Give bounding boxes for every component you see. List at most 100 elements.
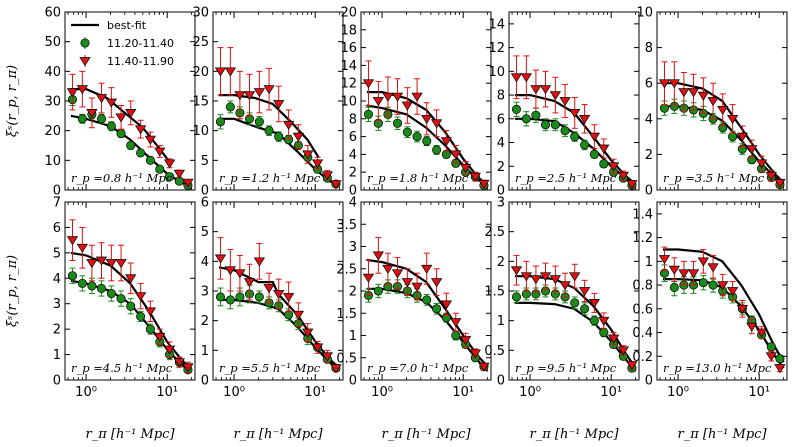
red-point bbox=[687, 269, 700, 279]
x-axis-label: r_π [h⁻¹ Mpc] bbox=[381, 427, 471, 442]
green-point bbox=[67, 271, 78, 281]
green-point bbox=[560, 126, 570, 136]
red-point bbox=[774, 179, 786, 189]
red-point bbox=[755, 159, 768, 169]
y-tick-label: 0.2 bbox=[632, 350, 653, 365]
y-tick-label: 2 bbox=[497, 255, 505, 270]
panel-8: 0 0.5 1 1.5 2 2.5 3 3.5 4 10⁰ 10¹ r_π [h⁻¹ Mpc] r_p … bbox=[336, 196, 492, 442]
x-tick-label: 10¹ bbox=[600, 385, 622, 400]
green-point bbox=[106, 288, 116, 299]
red-point bbox=[401, 101, 413, 111]
red-point bbox=[421, 264, 433, 274]
green-point bbox=[540, 120, 551, 130]
green-point bbox=[116, 129, 126, 139]
green-point bbox=[274, 132, 284, 142]
x-tick-label: 10⁰ bbox=[519, 385, 541, 400]
panel-frame bbox=[656, 201, 788, 381]
green-point bbox=[775, 354, 785, 364]
red-point bbox=[372, 97, 384, 107]
y-tick-label: 2.5 bbox=[336, 262, 357, 277]
y-tick-label: 10 bbox=[488, 65, 505, 80]
green-point bbox=[77, 114, 87, 124]
panel-3: 0 2 4 6 8 10 12 14 16 18 20 r_p =1.8 h⁻¹ Mpc bbox=[340, 6, 492, 199]
red-point bbox=[125, 274, 137, 284]
legend-label: 11.40-11.90 bbox=[107, 55, 174, 68]
red-point bbox=[224, 67, 236, 77]
red-point bbox=[559, 281, 571, 291]
red-point bbox=[154, 147, 166, 157]
panel-4: 0 2 4 6 8 10 12 14 r_p =2.5 h⁻¹ Mpc bbox=[488, 11, 640, 199]
red-point bbox=[569, 109, 581, 119]
y-tick-label: 3.5 bbox=[336, 218, 357, 233]
red-point bbox=[668, 265, 680, 275]
legend-label: best-fit bbox=[107, 19, 147, 32]
red-point bbox=[144, 307, 156, 317]
plot-area bbox=[66, 219, 194, 375]
legend-label: 11.20-11.40 bbox=[107, 37, 174, 50]
red-point bbox=[401, 278, 413, 288]
red-point bbox=[134, 125, 147, 135]
red-point bbox=[746, 145, 758, 155]
red-point bbox=[697, 257, 709, 267]
red-point bbox=[362, 273, 375, 283]
red-point bbox=[726, 287, 739, 297]
y-tick-label: 3 bbox=[201, 285, 209, 300]
y-tick-label: 14 bbox=[488, 17, 505, 32]
panel-10: 0 0.2 0.4 0.6 0.8 1 1.2 1.4 10⁰ 10¹ r_π [h⁻¹ Mpc] r… bbox=[632, 201, 788, 442]
y-axis-label: ξˢ(r_p, r_π) bbox=[5, 255, 20, 327]
red-point bbox=[253, 257, 265, 267]
best-fit-line bbox=[662, 248, 785, 363]
red-point bbox=[66, 88, 79, 98]
red-point bbox=[95, 256, 108, 266]
green-point bbox=[570, 132, 580, 142]
red-point bbox=[134, 292, 147, 302]
red-point bbox=[234, 269, 246, 279]
green-point bbox=[363, 109, 374, 119]
red-point bbox=[559, 97, 571, 107]
red-point bbox=[469, 172, 481, 182]
red-point bbox=[588, 132, 600, 142]
y-tick-label: 0 bbox=[349, 374, 357, 389]
green-point bbox=[165, 172, 175, 182]
y-tick-label: 2.5 bbox=[484, 225, 505, 240]
y-tick-label: 6 bbox=[201, 196, 209, 211]
red-point bbox=[430, 278, 443, 288]
red-point bbox=[163, 159, 176, 169]
green-point bbox=[659, 103, 670, 113]
red-point bbox=[520, 73, 532, 83]
red-point bbox=[321, 171, 333, 181]
plot-area bbox=[214, 47, 342, 190]
green-point bbox=[96, 283, 107, 294]
green-point bbox=[77, 278, 87, 288]
y-tick-label: 1.4 bbox=[632, 207, 653, 222]
red-point bbox=[173, 358, 185, 368]
red-point bbox=[607, 334, 620, 344]
green-point bbox=[599, 159, 609, 169]
red-point bbox=[765, 352, 777, 362]
red-point bbox=[707, 263, 719, 273]
red-point bbox=[66, 236, 79, 246]
y-tick-label: 25 bbox=[192, 35, 209, 50]
green-point bbox=[136, 148, 146, 158]
red-point bbox=[430, 119, 443, 129]
green-point bbox=[511, 292, 522, 302]
green-point bbox=[589, 149, 599, 159]
panel-6: 0 1 2 3 4 5 6 7 10⁰ 10¹ r_π [h⁻¹ Mpc] r_p =4.5 h⁻¹ … bbox=[53, 196, 196, 442]
red-point bbox=[125, 109, 137, 119]
y-tick-label: 1 bbox=[497, 314, 505, 329]
y-tick-label: 1 bbox=[201, 344, 209, 359]
y-tick-label: 5 bbox=[53, 246, 61, 261]
y-tick-label: 0.8 bbox=[632, 279, 653, 294]
green-point bbox=[392, 118, 403, 128]
y-tick-label: 2 bbox=[645, 148, 653, 163]
red-point bbox=[224, 266, 236, 276]
green-point bbox=[698, 278, 708, 288]
red-point bbox=[273, 290, 285, 300]
green-point bbox=[126, 140, 136, 151]
red-point bbox=[243, 278, 256, 288]
green-point bbox=[422, 295, 432, 305]
green-point bbox=[511, 104, 522, 114]
red-point bbox=[678, 269, 690, 279]
green-point bbox=[570, 298, 580, 308]
red-point bbox=[607, 162, 620, 172]
